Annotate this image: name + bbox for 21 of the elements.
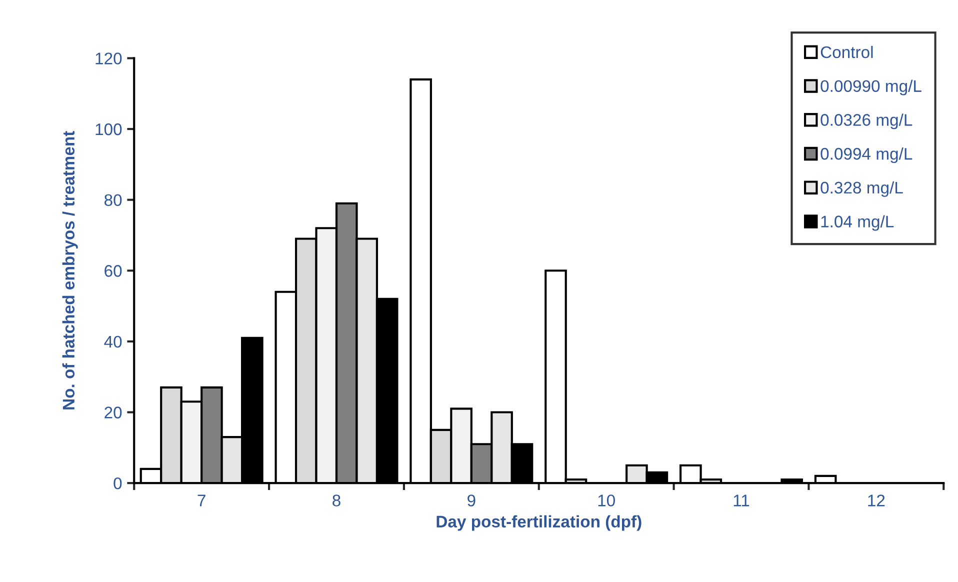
- y-tick-label: 20: [104, 406, 122, 418]
- y-tick-label: 60: [104, 265, 122, 277]
- legend-label: Control: [820, 46, 873, 58]
- x-tick-label: 9: [468, 494, 476, 506]
- x-tick-label: 11: [734, 494, 750, 506]
- x-tick-label: 8: [332, 494, 340, 506]
- legend-label: 0.0326 mg/L: [820, 114, 912, 130]
- legend-label: 0.0994 mg/L: [820, 147, 912, 164]
- legend-label: 0.00990 mg/L: [820, 80, 922, 96]
- y-axis-title: No. of hatched embryos / treatment: [62, 130, 78, 410]
- y-tick-label: 80: [104, 194, 122, 206]
- x-tick-label: 10: [598, 494, 615, 506]
- x-tick-label: 12: [868, 494, 885, 506]
- y-tick-label: 40: [104, 336, 122, 348]
- x-tick-label: 7: [198, 494, 206, 506]
- legend-label: 1.04 mg/L: [821, 215, 894, 231]
- y-tick-label: 0: [114, 477, 122, 490]
- x-axis-title: Day post-fertilization (dpf): [436, 515, 642, 531]
- y-tick-label: 120: [96, 52, 122, 64]
- y-tick-label: 100: [96, 123, 122, 136]
- legend-label: 0.328 mg/L: [820, 181, 903, 197]
